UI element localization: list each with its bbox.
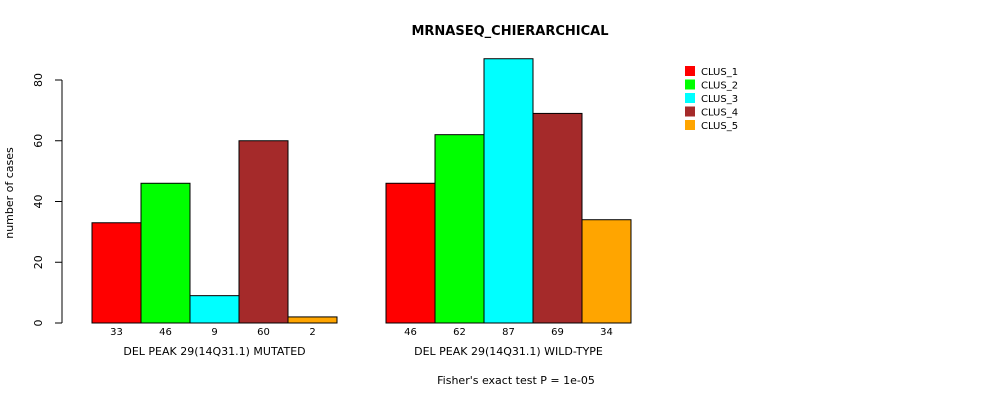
bar-count-label: 87 (502, 327, 515, 338)
y-tick-label: 40 (32, 195, 45, 209)
y-axis: 0 20 40 60 80 (32, 73, 63, 327)
legend: CLUS_1 CLUS_2 CLUS_3 CLUS_4 CLUS_5 (685, 66, 738, 132)
chart-title: MRNASEQ_CHIERARCHICAL (411, 24, 608, 39)
bar-clus-4 (238, 140, 289, 324)
legend-label: CLUS_3 (701, 94, 738, 105)
bar-count-label: 9 (211, 327, 217, 338)
bar-clus-2 (140, 182, 191, 324)
fisher-test-footnote: Fisher's exact test P = 1e-05 (437, 374, 595, 387)
bar-clus-1 (91, 222, 142, 324)
bar-clus-4 (532, 112, 583, 324)
group-label: DEL PEAK 29(14Q31.1) MUTATED (123, 345, 305, 358)
y-axis-label: number of cases (3, 147, 16, 239)
bar-clus-2 (434, 134, 485, 324)
count-labels: 33 46 9 60 2 46 62 87 69 34 (110, 327, 613, 338)
bar-count-label: 46 (159, 327, 172, 338)
group-labels: DEL PEAK 29(14Q31.1) MUTATED DEL PEAK 29(… (123, 345, 603, 358)
group-label: DEL PEAK 29(14Q31.1) WILD-TYPE (414, 345, 603, 358)
legend-swatch (685, 79, 695, 90)
bar-clus-5 (287, 316, 338, 324)
bars (91, 58, 632, 324)
legend-swatch (685, 106, 695, 117)
legend-label: CLUS_1 (701, 67, 738, 78)
legend-label: CLUS_2 (701, 81, 738, 92)
bar-count-label: 60 (257, 327, 270, 338)
legend-swatch (685, 120, 695, 130)
bar-count-label: 33 (110, 327, 123, 338)
y-tick-label: 80 (32, 73, 45, 87)
bar-count-label: 69 (551, 327, 564, 338)
y-tick-label: 20 (32, 255, 45, 269)
bar-count-label: 2 (309, 327, 315, 338)
bar-count-label: 62 (453, 327, 466, 338)
y-tick-label: 0 (32, 320, 45, 327)
bar-clus-3 (483, 58, 534, 324)
bar-clus-3 (189, 295, 240, 324)
bar-count-label: 34 (600, 327, 613, 338)
legend-swatch (685, 66, 695, 76)
bar-clus-1 (385, 182, 436, 324)
bar-clus-5 (581, 219, 632, 324)
legend-label: CLUS_4 (701, 108, 738, 119)
y-tick-label: 60 (32, 134, 45, 148)
bar-count-label: 46 (404, 327, 417, 338)
legend-swatch (685, 93, 695, 103)
legend-label: CLUS_5 (701, 121, 738, 132)
